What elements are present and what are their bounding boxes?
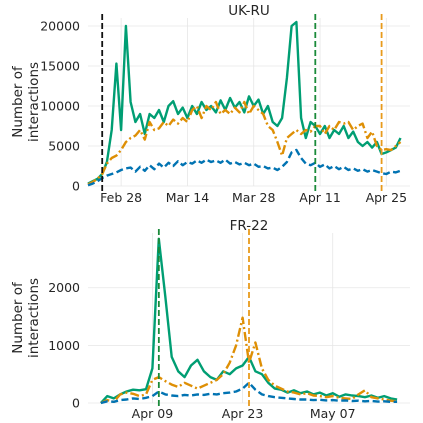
y-tick-label: 2000 — [48, 280, 80, 295]
grid — [88, 233, 410, 404]
chart-uk-ru: Feb 28 Mar 14 Mar 28 Apr 11 Apr 25 0 5000 10000… — [10, 3, 410, 205]
chart-fr-22: Apr 09 Apr 23 May 07 0 1000 2000 FR-22 Number o… — [10, 218, 410, 421]
x-tick-label: Apr 09 — [132, 406, 174, 421]
y-axis-label: Number ofinteractions — [10, 278, 42, 358]
series-line-2 — [87, 100, 402, 186]
x-tick-label: Mar 28 — [232, 190, 276, 205]
y-tick-label: 5000 — [48, 139, 80, 154]
chart-title: UK-RU — [228, 3, 269, 19]
y-tick-label: 20000 — [40, 19, 80, 34]
y-tick-label: 0 — [72, 396, 80, 411]
x-tick-label: Apr 25 — [366, 190, 408, 205]
y-axis-label: Number ofinteractions — [10, 62, 42, 142]
y-tick-label: 15000 — [40, 59, 80, 74]
series-line-3 — [87, 148, 401, 187]
y-tick-label: 10000 — [40, 99, 80, 114]
series-line-1 — [87, 20, 402, 185]
y-tick-label: 1000 — [48, 338, 80, 353]
y-axis-label-line: Number of — [10, 65, 26, 138]
x-tick-label: Apr 11 — [299, 190, 341, 205]
x-tick-label: Mar 14 — [166, 190, 210, 205]
chart-title: FR-22 — [230, 218, 269, 234]
x-tick-label: May 07 — [310, 406, 356, 421]
y-axis-label-line: interactions — [26, 278, 42, 358]
x-tick-label: Apr 23 — [222, 406, 264, 421]
y-axis-label-line: Number of — [10, 281, 26, 354]
grid — [88, 18, 410, 187]
series-line-2 — [100, 316, 398, 405]
x-tick-label: Feb 28 — [100, 190, 142, 205]
series-line-3 — [100, 381, 398, 405]
y-tick-label: 0 — [72, 179, 80, 194]
y-axis-label-line: interactions — [26, 62, 42, 142]
